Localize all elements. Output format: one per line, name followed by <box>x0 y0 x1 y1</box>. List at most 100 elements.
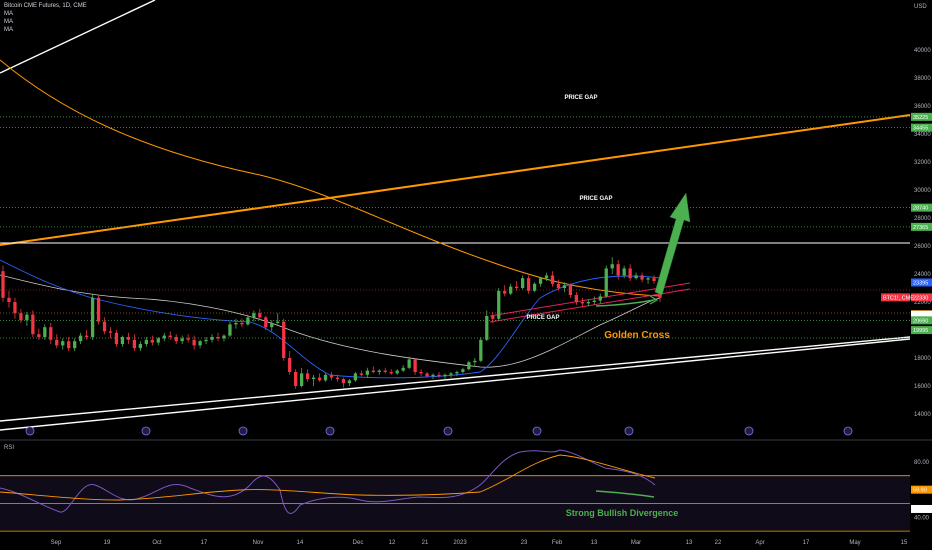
candle <box>455 370 459 377</box>
candle <box>335 374 340 382</box>
rsi-badge: 59.90 <box>911 485 932 494</box>
candle <box>431 373 435 379</box>
price-badge: 20690 <box>911 316 932 325</box>
candle-body <box>1 271 5 298</box>
candle <box>652 275 656 284</box>
candle-body <box>413 359 417 372</box>
candle <box>347 379 352 386</box>
rsi-tick-label: 40.00 <box>914 515 930 521</box>
candle-body <box>383 370 387 372</box>
price-badge-label: 20690 <box>913 318 928 324</box>
candle-body <box>43 327 47 337</box>
rsi-badge-bg <box>911 504 932 513</box>
candle <box>604 265 608 298</box>
candle <box>479 337 483 363</box>
candle <box>1 265 5 302</box>
candle <box>90 293 95 340</box>
rsi-badge: 45.98 <box>911 504 932 513</box>
candle <box>144 337 148 347</box>
candle <box>210 334 214 343</box>
price-badge: 28740 <box>911 203 932 212</box>
candle-body <box>73 341 77 349</box>
candle <box>174 334 178 344</box>
candle-body <box>49 327 53 340</box>
candle-body <box>431 374 435 377</box>
event-circle <box>532 426 542 436</box>
candle-body <box>156 338 160 343</box>
candle-body <box>186 338 190 340</box>
currency-label: USD <box>914 4 927 10</box>
price-badge-bg <box>911 293 932 302</box>
candle-body <box>19 313 23 321</box>
event-circle <box>141 426 151 436</box>
candle-body <box>102 321 107 332</box>
candle <box>544 272 549 281</box>
candle <box>526 275 531 294</box>
candle-body <box>234 323 238 325</box>
candle <box>473 358 477 367</box>
candle <box>592 296 596 305</box>
candle-body <box>37 334 41 337</box>
price-badge-bg <box>911 222 932 231</box>
candle-body <box>592 300 596 302</box>
price-badge-label: 27365 <box>913 225 928 231</box>
candle <box>246 314 250 326</box>
x-tick-label: 19 <box>104 540 111 546</box>
candle <box>114 330 119 347</box>
candle <box>168 331 172 340</box>
candle <box>186 334 190 343</box>
event-marker-icon <box>624 426 634 436</box>
price-badge-label: 34455 <box>913 126 928 132</box>
price-badge-label: 35225 <box>913 115 928 121</box>
candle <box>556 279 561 291</box>
candle <box>616 260 620 280</box>
event-marker-icon <box>744 426 754 436</box>
symbol-badge: BTC1!, CME <box>881 293 914 302</box>
arrowhead-icon <box>649 295 659 305</box>
candle-body <box>264 317 268 328</box>
y-tick-label: 30000 <box>914 188 931 194</box>
candle-body <box>61 341 65 346</box>
x-tick-label: Apr <box>755 540 764 546</box>
event-marker-icon <box>25 426 35 436</box>
divergence-arrow-price <box>595 299 655 307</box>
candle <box>497 288 501 321</box>
price-badge-bg <box>911 316 932 325</box>
price-gap-label: PRICE GAP <box>526 315 559 321</box>
candle <box>311 374 316 386</box>
candle <box>180 335 184 344</box>
price-badge: 34455 <box>911 123 932 132</box>
candle-body <box>622 268 626 276</box>
candle-body <box>67 341 71 349</box>
candle-body <box>216 337 220 339</box>
candle <box>413 358 417 375</box>
rsi-tick-label: 80.00 <box>914 460 930 466</box>
x-tick-label: Mar <box>631 540 641 546</box>
candle <box>586 299 590 307</box>
candle-body <box>610 264 614 269</box>
candle-body <box>544 275 549 279</box>
candle-body <box>108 331 113 333</box>
event-circle <box>744 426 754 436</box>
candle <box>7 290 11 308</box>
x-tick-label: Feb <box>552 540 563 546</box>
candle <box>383 367 387 374</box>
candle <box>228 321 232 337</box>
candle-body <box>192 339 196 346</box>
x-tick-label: 15 <box>901 540 908 546</box>
price-badge: 35225 <box>911 112 932 121</box>
ma-legend-2: MA <box>4 19 13 25</box>
divergence-arrow-rsi <box>595 490 655 498</box>
x-tick-label: Oct <box>152 540 162 546</box>
candle-body <box>652 278 656 281</box>
y-tick-label: 14000 <box>914 412 931 418</box>
candle <box>341 377 346 388</box>
y-tick-label: 28000 <box>914 216 931 222</box>
candle-body <box>335 377 340 379</box>
candle-body <box>580 302 584 304</box>
candle-body <box>455 372 459 374</box>
price-badge: 21085 <box>911 310 932 319</box>
price-badge-label: 21085 <box>913 313 928 319</box>
rsi-badge-label: 45.98 <box>913 507 927 513</box>
